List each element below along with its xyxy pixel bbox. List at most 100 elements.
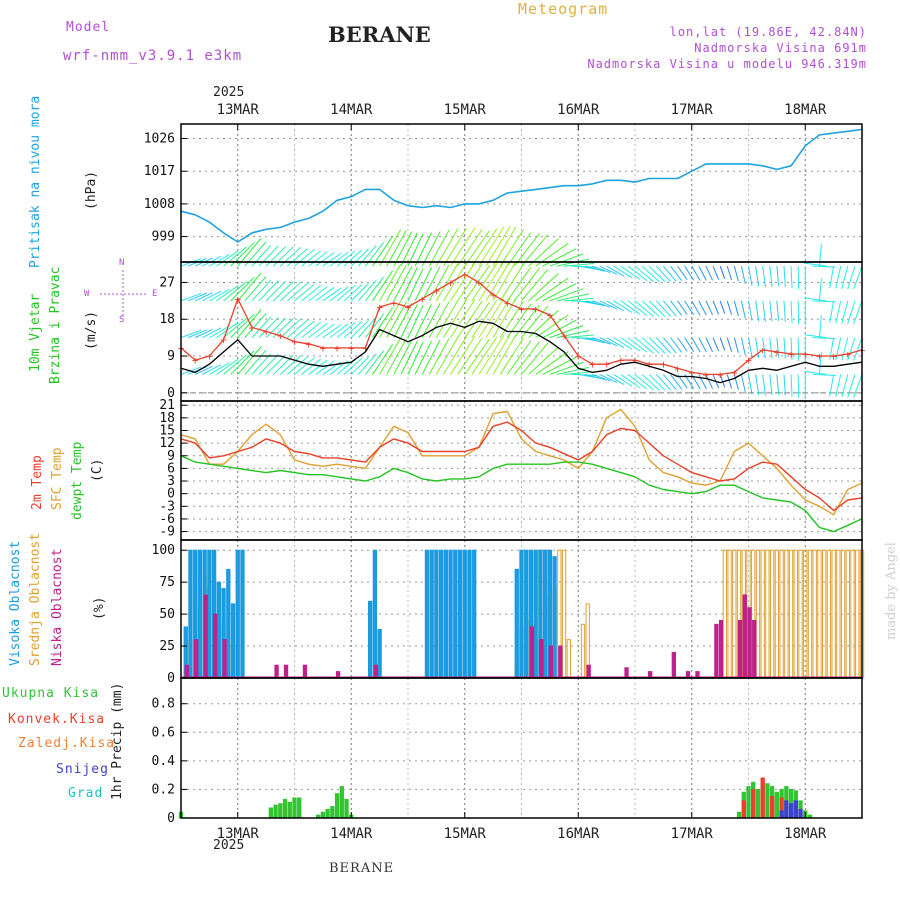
- wind-arrow: [847, 300, 856, 324]
- wind-arrow: [755, 374, 760, 395]
- wind-arrow: [372, 307, 393, 338]
- mid-cloud-label: Srednja Oblacnost: [28, 532, 43, 666]
- high-cloud-bar: [542, 549, 548, 679]
- wind-arrow: [549, 325, 584, 339]
- wind-arrow: [187, 292, 207, 302]
- wind-arrow: [556, 330, 590, 339]
- wind-arrow: [485, 226, 511, 267]
- wind-arrow: [357, 280, 377, 302]
- high-cloud-bar: [434, 549, 439, 679]
- wind-arrow: [599, 265, 618, 275]
- gust-marker: +: [603, 358, 610, 371]
- low-cloud-bar: [586, 664, 591, 679]
- wind-arrow: [223, 317, 247, 339]
- wind-arrow: [698, 265, 707, 281]
- wind-arrow: [790, 266, 793, 289]
- y-tick-label-precip: 0.2: [152, 782, 175, 797]
- conv-precip-bar: [769, 796, 775, 819]
- wind-arrow: [265, 246, 287, 267]
- wind-arrow: [336, 322, 356, 339]
- wind-arrow: [372, 344, 393, 375]
- wind-arrow: [294, 283, 315, 302]
- wind-arrow: [655, 374, 671, 391]
- high-cloud-bar: [448, 549, 453, 679]
- gust-marker: +: [362, 342, 369, 355]
- gust-marker: +: [802, 348, 809, 361]
- coords-text: lon,lat (19.86E, 42.84N): [669, 25, 867, 39]
- snow-precip-bar: [798, 808, 803, 819]
- year-label-top: 2025: [213, 85, 245, 100]
- wind-arrow: [237, 272, 262, 302]
- wind-arrow: [414, 267, 432, 302]
- wind-arrow: [322, 324, 342, 339]
- wind-arrow: [762, 266, 766, 288]
- wind-arrow: [835, 374, 842, 397]
- wind-arrow: [301, 358, 322, 375]
- gust-marker: +: [618, 354, 625, 367]
- wind-arrow: [315, 252, 335, 267]
- wind-arrow: [698, 374, 707, 390]
- wind-arrow: [315, 286, 335, 302]
- low-cloud-bar: [624, 667, 629, 679]
- wind-arrow: [499, 337, 524, 375]
- y-tick-label-precip: 0.4: [152, 754, 176, 769]
- wind-arrow: [684, 300, 695, 316]
- wind-arrow: [216, 285, 239, 302]
- wind-arrow: [209, 325, 230, 339]
- wind-arrow: [365, 313, 385, 338]
- conv-precip-bar: [741, 800, 746, 819]
- wind-arrow: [627, 337, 648, 353]
- wind-arrow: [804, 297, 827, 302]
- wind-arrow: [492, 261, 517, 302]
- wind-arrow: [443, 262, 467, 302]
- gust-marker: +: [646, 358, 653, 371]
- wind-arrow: [829, 300, 835, 323]
- wind-arrow: [230, 276, 255, 302]
- wind-arrow: [258, 353, 279, 375]
- wind-arrow: [698, 300, 707, 316]
- wind-arrow: [853, 374, 863, 398]
- wind-arrow: [265, 280, 287, 302]
- wind-arrow: [294, 249, 315, 267]
- total-precip-bar: [755, 788, 761, 819]
- wind-arrow: [279, 281, 302, 302]
- station-title: BERANE: [328, 22, 431, 47]
- wind-arrow: [528, 346, 559, 375]
- gust-marker: +: [461, 268, 468, 281]
- low-cloud-bar: [212, 613, 218, 679]
- y-tick-label-temp: 0: [167, 487, 175, 502]
- wind-arrow: [492, 334, 517, 375]
- wind-arrow: [606, 300, 625, 312]
- wind-arrow: [343, 321, 363, 339]
- wind-arrow: [435, 299, 459, 338]
- pressure-unit: (hPa): [84, 170, 99, 210]
- wind-arrow: [634, 265, 655, 283]
- wind-arrow: [841, 265, 849, 289]
- wind-arrow: [719, 300, 726, 314]
- wind-arrow: [407, 233, 424, 267]
- wind-arrow: [620, 265, 641, 280]
- high-cloud-bar: [207, 549, 212, 679]
- wind-arrow: [209, 288, 230, 302]
- low-cloud-bar: [548, 645, 554, 679]
- precip-legend-snow: Snijeg: [56, 762, 109, 777]
- wind-arrow: [301, 250, 322, 267]
- wind-arrow: [691, 265, 701, 281]
- low-cloud-bar: [671, 651, 676, 679]
- wind-arrow: [641, 337, 660, 354]
- wind-arrow: [585, 300, 605, 307]
- wind-arrow: [478, 334, 505, 375]
- wind-arrow: [634, 300, 655, 317]
- wind-arrow: [535, 277, 569, 302]
- footer-station: BERANE: [329, 861, 395, 876]
- wind-arrow: [712, 265, 720, 280]
- wind-arrow: [237, 346, 262, 375]
- wind-arrow: [329, 286, 349, 302]
- y-tick-label-temp: 6: [167, 461, 175, 476]
- wind-arrow: [450, 335, 476, 375]
- total-precip-bar: [765, 783, 770, 819]
- wind-arrow: [705, 374, 714, 389]
- wind-arrow: [336, 285, 356, 302]
- y-tick-label-precip: 0: [167, 811, 175, 826]
- wind-arrow: [783, 374, 786, 396]
